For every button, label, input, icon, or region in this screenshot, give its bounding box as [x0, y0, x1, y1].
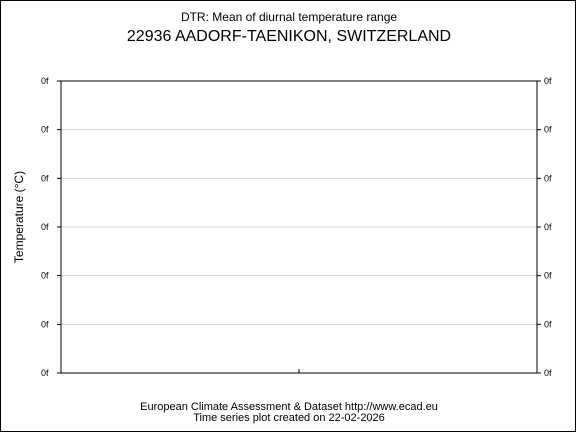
y-tick-label-left: 0f [41, 271, 49, 281]
footer-created: Time series plot created on 22-02-2026 [193, 412, 385, 424]
chart-subtitle: 22936 AADORF-TAENIKON, SWITZERLAND [126, 28, 452, 45]
y-tick-label-right: 0f [544, 222, 552, 232]
footer-source: European Climate Assessment & Dataset ht… [140, 401, 438, 413]
y-tick-label-left: 0f [41, 319, 49, 329]
y-tick-label-left: 0f [41, 76, 49, 86]
y-tick-label-right: 0f [544, 368, 552, 378]
y-tick-label-left: 0f [41, 173, 49, 183]
y-tick-label-right: 0f [544, 125, 552, 135]
y-tick-label-right: 0f [544, 319, 552, 329]
y-tick-label-left: 0f [41, 368, 49, 378]
chart-title: DTR: Mean of diurnal temperature range [180, 10, 398, 24]
y-tick-label-right: 0f [544, 76, 552, 86]
y-tick-label-left: 0f [41, 125, 49, 135]
y-tick-label-right: 0f [544, 271, 552, 281]
y-tick-label-right: 0f [544, 173, 552, 183]
y-tick-label-left: 0f [41, 222, 49, 232]
